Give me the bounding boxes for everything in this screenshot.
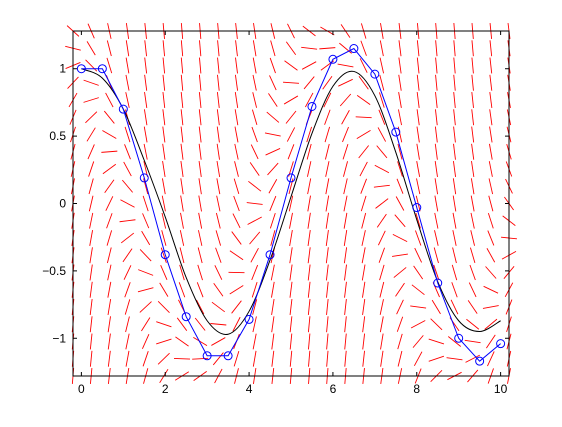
x-tick-label: 10	[494, 382, 508, 396]
y-tick-label: 0	[59, 197, 66, 211]
y-tick-label: 0.5	[49, 129, 66, 143]
y-tick-label: −0.5	[42, 264, 66, 278]
x-tick-label: 0	[78, 382, 85, 396]
x-tick-label: 6	[330, 382, 337, 396]
x-tick-label: 2	[162, 382, 169, 396]
y-tick-label: 1	[59, 62, 66, 76]
y-tick-label: −1	[52, 331, 66, 345]
x-tick-label: 4	[246, 382, 253, 396]
field-segment	[174, 358, 190, 359]
x-tick-label: 8	[413, 382, 420, 396]
